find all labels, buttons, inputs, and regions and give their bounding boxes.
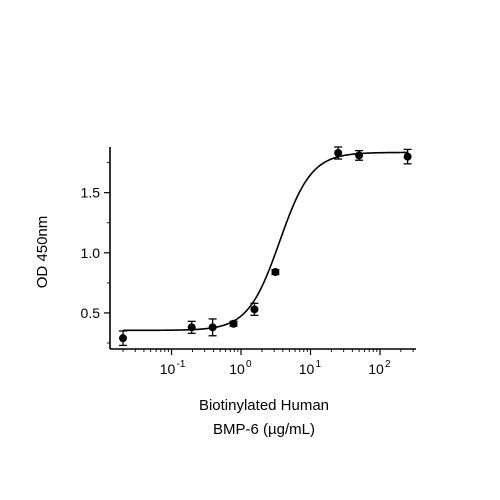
data-point-group [229,319,238,328]
x-tick-label: 10 [299,361,315,377]
x-axis-ticks: 10 -1 10 0 10 1 10 2 [122,349,414,377]
data-point [208,323,217,332]
data-point-group [187,320,196,335]
data-point-group [271,268,280,277]
data-point-group [334,146,343,160]
x-tick-exponent: 0 [246,359,252,370]
x-tick-exponent: 1 [316,359,322,370]
data-point [187,323,196,332]
y-tick-label: 0.5 [81,305,101,321]
x-axis-title-line-1: Biotinylated Human [199,397,329,414]
data-point-group [208,318,217,337]
x-tick-exponent: -1 [177,359,186,370]
data-point [229,319,238,328]
x-tick-label: 10 [160,361,176,377]
data-point [250,305,259,314]
data-point-group [250,302,259,316]
x-tick-label: 10 [229,361,245,377]
y-axis-title: OD 450nm [34,216,51,289]
data-point [403,152,412,161]
data-point-group [355,149,364,161]
data-point-group [118,330,127,347]
y-tick-label: 1.0 [81,245,101,261]
data-point-group [403,148,412,165]
data-points [118,146,412,347]
x-axis-title-line-2: BMP-6 (µg/mL) [213,421,315,438]
data-point [118,334,127,343]
data-point [271,268,280,277]
data-point [334,149,343,158]
y-tick-label: 1.5 [81,185,101,201]
x-tick-exponent: 2 [385,359,391,370]
y-axis-ticks: 0.5 1.0 1.5 [81,162,110,344]
data-point [355,151,364,160]
x-tick-label: 10 [368,361,384,377]
fit-curve [123,151,408,332]
